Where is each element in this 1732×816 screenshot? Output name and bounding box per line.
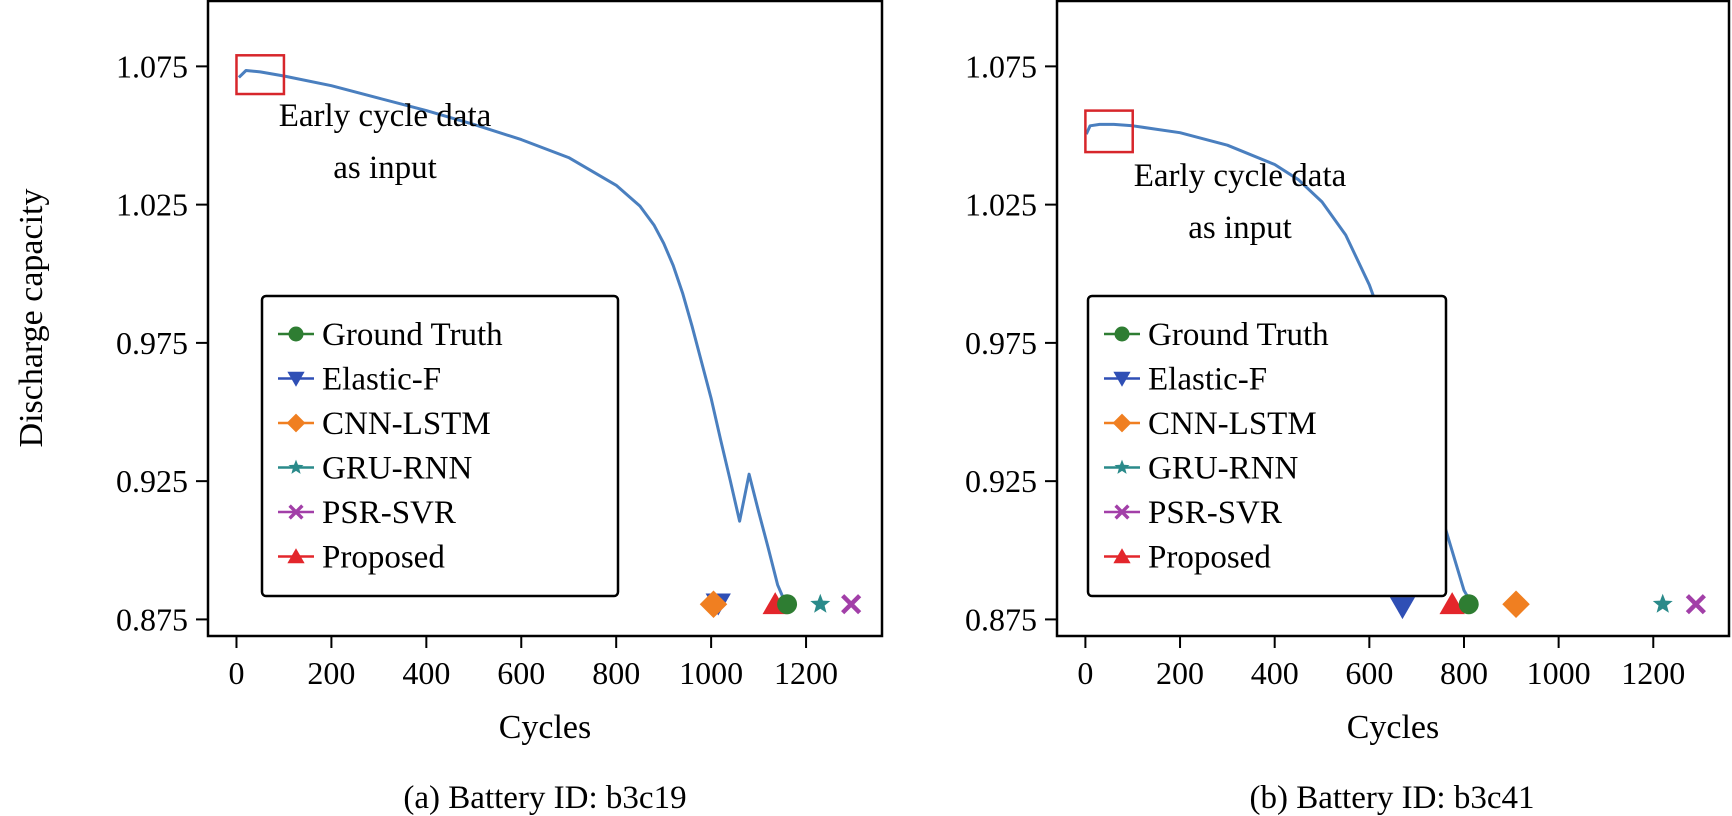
legend: Ground Truth Elastic-F CNN-LSTM GRU-RNN PSR-… (260, 294, 620, 598)
marker-psr-svr (1685, 594, 1706, 615)
y-tick-label: 1.025 (965, 187, 1037, 223)
early-cycle-window-box (1084, 109, 1134, 154)
marker-psr-svr (841, 594, 862, 615)
x-tick-label: 800 (592, 655, 640, 691)
marker-proposed (1439, 592, 1465, 615)
legend-label-cnn-lstm: CNN-LSTM (322, 406, 491, 442)
legend-symbol-ground-truth (1114, 326, 1130, 342)
legend-symbol-ground-truth (288, 326, 304, 342)
x-tick-label: 1000 (679, 655, 743, 691)
annotation-line-2: as input (333, 150, 437, 186)
legend-label-ground-truth: Ground Truth (1148, 317, 1329, 353)
y-tick-label: 1.025 (116, 187, 188, 223)
marker-ground-truth (1458, 594, 1479, 615)
annotation-line-2: as input (1188, 210, 1292, 246)
legend-symbol-gru-rnn (288, 459, 304, 474)
x-tick-label: 1000 (1527, 655, 1591, 691)
x-axis-label: Cycles (1347, 709, 1440, 746)
panel-b: 0 200 400 600 800 1000 1200 0.875 0.925 0.975 1.02… (965, 0, 1731, 816)
x-tick-label: 0 (228, 655, 244, 691)
legend-symbol-psr-svr (1114, 504, 1130, 520)
y-tick-label: 1.075 (965, 48, 1037, 84)
legend-symbol-cnn-lstm (286, 413, 306, 433)
marker-gru-rnn (1652, 593, 1673, 613)
x-tick-label: 1200 (1621, 655, 1685, 691)
legend-label-psr-svr: PSR-SVR (322, 495, 456, 531)
legend-box (1086, 294, 1448, 598)
y-tick-label: 1.075 (116, 48, 188, 84)
y-tick-label: 0.875 (116, 601, 188, 637)
legend-label-proposed: Proposed (1148, 540, 1271, 576)
marker-cnn-lstm (699, 590, 728, 618)
x-tick-label: 400 (402, 655, 450, 691)
y-tick-label: 0.975 (116, 325, 188, 361)
legend-symbol-psr-svr (288, 504, 304, 520)
legend-label-gru-rnn: GRU-RNN (322, 451, 473, 487)
panel-a: 0 200 400 600 800 1000 1200 0.875 0.925 0.975 1.02… (13, 0, 884, 816)
y-tick-label: 0.925 (116, 463, 188, 499)
x-tick-label: 0 (1077, 655, 1093, 691)
legend-symbol-cnn-lstm (1112, 413, 1132, 433)
x-tick-label: 200 (1156, 655, 1204, 691)
x-tick-label: 400 (1251, 655, 1299, 691)
marker-elastic-f (1389, 597, 1416, 620)
annotation-line-1: Early cycle data (279, 98, 492, 134)
legend-box (260, 294, 620, 598)
y-tick-label: 0.925 (965, 463, 1037, 499)
legend-label-cnn-lstm: CNN-LSTM (1148, 406, 1317, 442)
legend-symbol-gru-rnn (1114, 459, 1130, 474)
legend-label-elastic-f: Elastic-F (1148, 362, 1267, 398)
legend-symbol-proposed (1113, 548, 1131, 564)
marker-cnn-lstm (1502, 590, 1530, 618)
discharge-capacity-curve (237, 69, 787, 602)
x-tick-label: 600 (497, 655, 545, 691)
legend-symbol-elastic-f (287, 371, 305, 387)
legend-label-gru-rnn: GRU-RNN (1148, 451, 1299, 487)
plot-frame (206, 0, 884, 638)
panel-caption: (b) Battery ID: b3c41 (1250, 780, 1535, 816)
x-axis-label: Cycles (499, 709, 592, 746)
y-axis-label: Discharge capacity (13, 189, 50, 448)
panel-caption: (a) Battery ID: b3c19 (403, 780, 686, 816)
legend-label-psr-svr: PSR-SVR (1148, 495, 1282, 531)
legend-label-proposed: Proposed (322, 540, 445, 576)
legend: Ground Truth Elastic-F CNN-LSTM GRU-RNN PSR-… (1086, 294, 1448, 598)
legend-symbol-elastic-f (1113, 371, 1131, 387)
annotation-line-1: Early cycle data (1134, 158, 1347, 194)
early-cycle-window-box (235, 54, 286, 96)
x-tick-label: 1200 (774, 655, 838, 691)
x-tick-label: 200 (307, 655, 355, 691)
legend-label-ground-truth: Ground Truth (322, 317, 503, 353)
y-tick-label: 0.875 (965, 601, 1037, 637)
y-tick-label: 0.975 (965, 325, 1037, 361)
plot-frame (1055, 0, 1731, 638)
legend-label-elastic-f: Elastic-F (322, 362, 441, 398)
marker-gru-rnn (810, 593, 831, 613)
x-tick-label: 600 (1345, 655, 1393, 691)
marker-ground-truth (777, 594, 798, 615)
x-tick-label: 800 (1440, 655, 1488, 691)
legend-symbol-proposed (287, 548, 305, 564)
